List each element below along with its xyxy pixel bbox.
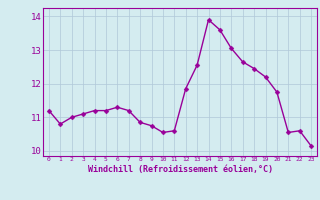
- X-axis label: Windchill (Refroidissement éolien,°C): Windchill (Refroidissement éolien,°C): [87, 165, 273, 174]
